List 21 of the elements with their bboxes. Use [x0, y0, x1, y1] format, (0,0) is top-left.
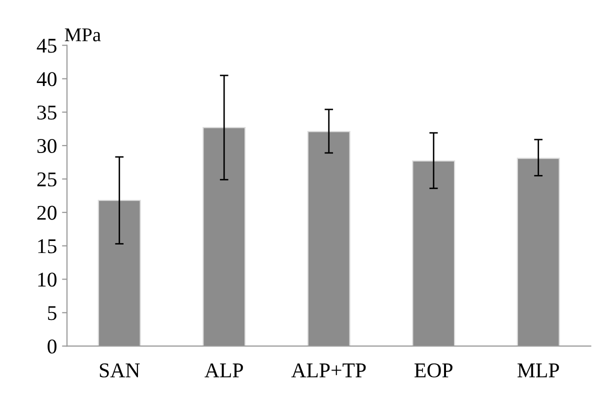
y-tick-label: 25 — [37, 172, 56, 186]
y-tick-label: 5 — [48, 306, 56, 320]
x-tick-label: ALP — [204, 363, 243, 378]
y-tick-label: 20 — [37, 206, 56, 220]
y-tick-label: 35 — [37, 106, 56, 120]
bar — [98, 200, 141, 346]
bar — [412, 160, 456, 346]
x-tick-label: MLP — [518, 364, 559, 378]
y-axis-title: MPa — [64, 28, 101, 42]
bar — [202, 126, 246, 346]
y-tick-label: 0 — [48, 339, 56, 354]
y-tick-label: 10 — [38, 272, 56, 287]
bar — [307, 130, 350, 346]
x-tick-label: ALP+TP — [291, 363, 366, 378]
y-tick-label: 45 — [36, 38, 56, 53]
y-tick-label: 15 — [38, 239, 56, 254]
bar — [516, 158, 560, 346]
x-tick-label: EOP — [414, 363, 452, 378]
x-tick-label: SAN — [100, 363, 140, 378]
y-tick-label: 30 — [37, 138, 56, 154]
y-tick-label: 40 — [36, 72, 56, 86]
